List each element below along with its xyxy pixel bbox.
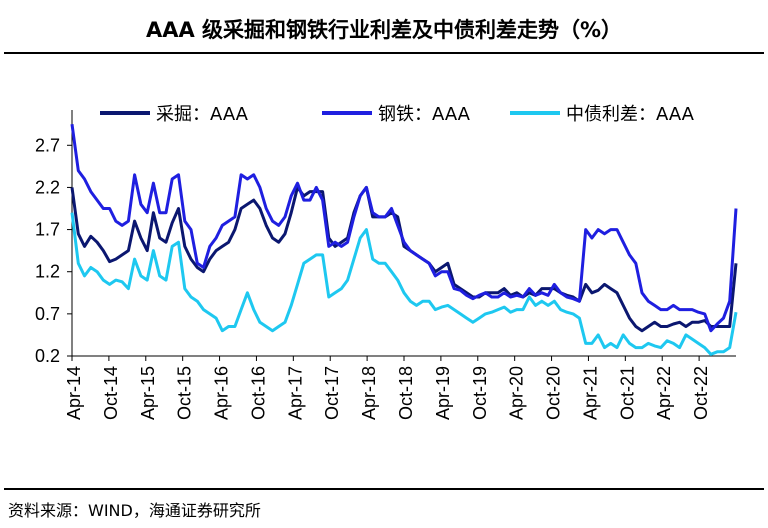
x-tick-label: Oct-15 bbox=[175, 366, 195, 420]
y-axis: 0.2 0.7 1.2 1.7 2.2 2.7 bbox=[35, 110, 73, 366]
page-title: AAA 级采掘和钢铁行业利差及中债利差走势（%） bbox=[145, 18, 623, 42]
x-tick-label: Apr-16 bbox=[212, 366, 232, 420]
x-tick-label: Apr-15 bbox=[138, 366, 158, 420]
series-mining-line bbox=[70, 185, 738, 333]
x-tick-label: Apr-17 bbox=[285, 366, 305, 420]
x-tick-label: Oct-20 bbox=[544, 366, 564, 420]
x-tick-label: Oct-19 bbox=[470, 366, 490, 420]
x-tick-label: Oct-22 bbox=[691, 366, 711, 420]
source-divider bbox=[4, 488, 764, 490]
x-tick-label: Apr-18 bbox=[359, 366, 379, 420]
x-tick-label: Apr-19 bbox=[433, 366, 453, 420]
x-axis: Apr-14 Oct-14 Apr-15 Oct-15 Apr-16 Oct-16 Apr-… bbox=[64, 355, 736, 420]
y-tick-label: 0.2 bbox=[35, 346, 60, 366]
y-tick-label: 1.2 bbox=[35, 262, 60, 282]
source-note: 资料来源：WIND，海通证券研究所 bbox=[8, 501, 261, 520]
y-tick-label: 2.7 bbox=[35, 135, 60, 155]
legend: 采掘：AAA 钢铁：AAA 中债利差：AAA bbox=[100, 104, 695, 125]
series-steel-legend-label: 钢铁：AAA bbox=[378, 104, 471, 125]
y-tick-label: 1.7 bbox=[35, 220, 60, 240]
series-steel-line bbox=[70, 123, 738, 333]
y-tick-label: 0.7 bbox=[35, 304, 60, 324]
x-tick-label: Oct-16 bbox=[248, 366, 268, 420]
line-chart: 0.2 0.7 1.2 1.7 2.2 2.7 Apr-14 Oct-14 Apr-15 Oct… bbox=[35, 104, 738, 420]
series-chinabond-line bbox=[70, 212, 738, 356]
x-tick-label: Apr-21 bbox=[580, 366, 600, 420]
x-tick-label: Apr-14 bbox=[64, 366, 84, 420]
series-chinabond-legend-label: 中债利差：AAA bbox=[566, 104, 695, 125]
x-tick-label: Oct-17 bbox=[322, 366, 342, 420]
y-tick-label: 2.2 bbox=[35, 177, 60, 197]
plot-area bbox=[70, 123, 738, 356]
x-tick-label: Oct-18 bbox=[396, 366, 416, 420]
x-tick-label: Oct-21 bbox=[617, 366, 637, 420]
x-tick-label: Apr-22 bbox=[654, 366, 674, 420]
x-tick-label: Apr-20 bbox=[507, 366, 527, 420]
title-divider bbox=[4, 52, 764, 54]
series-mining-legend-label: 采掘：AAA bbox=[156, 104, 249, 125]
x-tick-label: Oct-14 bbox=[101, 366, 121, 420]
